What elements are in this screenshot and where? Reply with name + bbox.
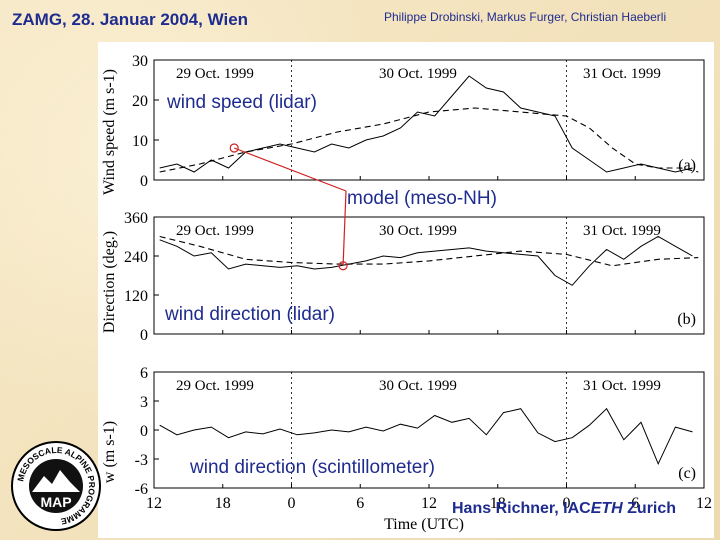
y-tick-label: 120	[124, 288, 148, 305]
y-tick-label: 3	[140, 394, 148, 411]
data-series-line	[159, 235, 693, 286]
model-series-line	[159, 235, 699, 267]
date-label: 30 Oct. 1999	[379, 66, 457, 82]
date-label: 31 Oct. 1999	[583, 378, 661, 394]
footer-credit: Hans Richner, IACETH Zurich	[452, 500, 676, 518]
annotation-direction-scint: wind direction (scintillometer)	[190, 457, 435, 478]
y-tick-label: 30	[132, 53, 148, 70]
y-tick-label: -3	[135, 452, 148, 469]
y-tick-label: 360	[124, 210, 148, 227]
x-tick-label: 18	[215, 495, 231, 512]
y-axis-label: w (m s-1)	[101, 421, 118, 483]
y-tick-label: 6	[140, 365, 148, 382]
map-logo: MESOSCALE ALPINE PROGRAMME MAP	[11, 441, 101, 531]
data-series-line	[159, 407, 693, 466]
model-series-line	[159, 107, 699, 173]
annotation-direction-lidar: wind direction (lidar)	[165, 304, 336, 325]
slide-header-left: ZAMG, 28. Januar 2004, Wien	[12, 10, 249, 29]
x-tick-label: 6	[631, 495, 639, 512]
date-label: 30 Oct. 1999	[379, 378, 457, 394]
y-tick-label: 20	[132, 93, 148, 110]
date-label: 30 Oct. 1999	[379, 223, 457, 239]
logo-mountain-icon	[32, 470, 80, 492]
footer-name: Hans Richner, IAC	[452, 500, 591, 517]
panel-label: (c)	[678, 465, 696, 482]
panel-label: (b)	[677, 311, 696, 328]
date-label: 31 Oct. 1999	[583, 66, 661, 82]
x-tick-label: 6	[356, 495, 364, 512]
logo-center-text: MAP	[40, 494, 71, 510]
y-axis-label: Wind speed (m s-1)	[101, 69, 118, 195]
x-axis-label: Time (UTC)	[384, 516, 464, 533]
y-axis-label: Direction (deg.)	[101, 231, 118, 333]
data-series-line	[159, 75, 693, 173]
x-tick-label: 0	[563, 495, 571, 512]
footer-eth: ETH	[590, 500, 623, 517]
pointer-line	[233, 147, 347, 192]
y-tick-label: 0	[140, 327, 148, 344]
date-label: 29 Oct. 1999	[176, 378, 254, 394]
slide-header-authors: Philippe Drobinski, Markus Furger, Chris…	[384, 10, 667, 24]
pointer-marker	[338, 261, 348, 271]
date-label: 29 Oct. 1999	[176, 223, 254, 239]
footer-city: Zurich	[622, 500, 677, 517]
y-tick-label: 0	[140, 173, 148, 190]
x-tick-label: 12	[421, 495, 437, 512]
y-tick-label: 0	[140, 423, 148, 440]
pointer-marker	[229, 143, 239, 153]
x-tick-label: 12	[696, 495, 712, 512]
panel-label: (a)	[678, 157, 696, 174]
y-tick-label: -6	[135, 481, 148, 498]
annotation-model: model (meso-NH)	[347, 188, 497, 209]
x-tick-label: 0	[288, 495, 296, 512]
date-label: 31 Oct. 1999	[583, 223, 661, 239]
y-tick-label: 10	[132, 133, 148, 150]
annotation-wind-speed: wind speed (lidar)	[167, 92, 317, 113]
y-tick-label: 240	[124, 249, 148, 266]
x-tick-label: 18	[490, 495, 506, 512]
date-label: 29 Oct. 1999	[176, 66, 254, 82]
x-tick-label: 12	[146, 495, 162, 512]
chart-figure: 0 10 20 30 Wind speed (m s-1) 29 Oct. 1999 30 …	[98, 42, 714, 538]
pointer-line	[342, 190, 347, 266]
